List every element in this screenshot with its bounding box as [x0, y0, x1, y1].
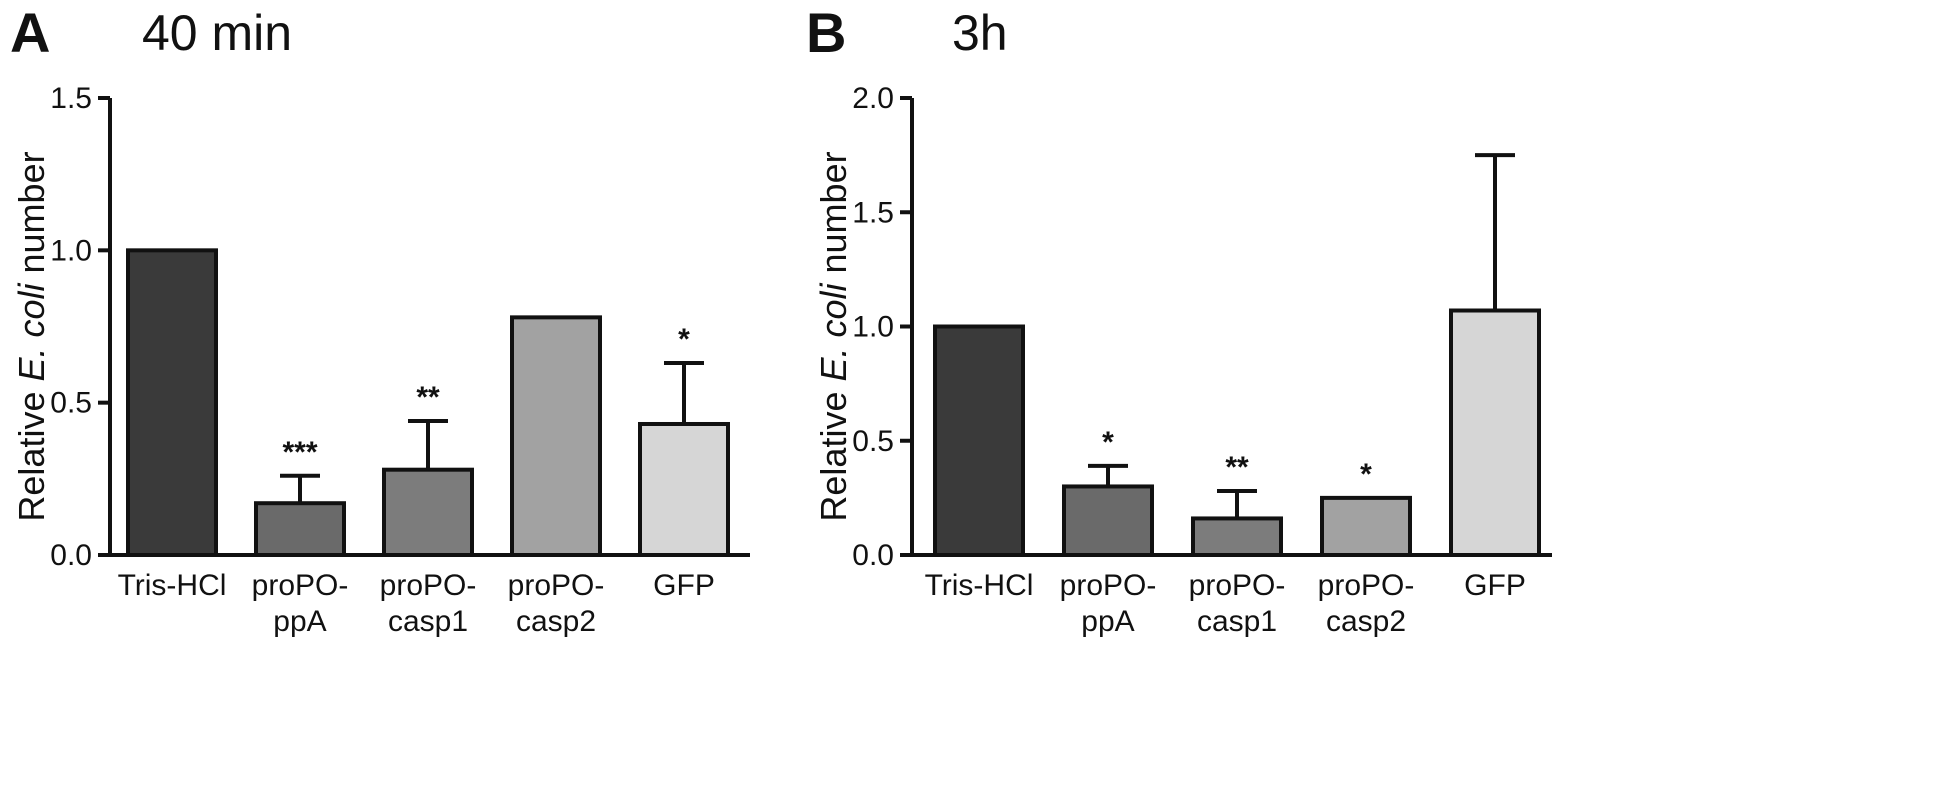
y-tick-label: 0.0 [50, 539, 92, 572]
significance-label: ** [416, 381, 440, 414]
x-category-label-line: casp2 [516, 605, 596, 638]
x-category-label: proPO-casp2 [508, 569, 605, 638]
x-category-label: proPO-ppA [1060, 569, 1157, 638]
x-category-label: GFP [1464, 569, 1526, 602]
y-axis-label-part: number [813, 151, 854, 283]
y-axis-label: Relative E. coli number [813, 151, 854, 521]
x-category-label-line: proPO- [252, 569, 349, 602]
x-category-label-line: GFP [653, 569, 715, 602]
bar [1062, 484, 1154, 558]
bar [638, 421, 730, 558]
panel-title: 3h [952, 5, 1008, 61]
y-tick-label: 0.0 [852, 539, 894, 572]
panel-a: A 40 min 0.0 0.5 1.0 1.5 Relative E. coli numb… [10, 1, 750, 638]
y-tick-label: 0.5 [50, 387, 92, 420]
x-category-label-line: casp1 [388, 605, 468, 638]
y-tick-label: 0.5 [852, 425, 894, 458]
y-axis-label-part: E. coli [11, 282, 52, 381]
x-category-label: proPO-ppA [252, 569, 349, 638]
bar [1449, 308, 1541, 557]
x-category-label: Tris-HCl [925, 569, 1034, 602]
y-axis-label-part: number [11, 151, 52, 283]
y-axis-label-part: E. coli [813, 282, 854, 381]
panel-b: B 3h 0.0 0.5 1.0 1.5 2.0 Relative E. coli numbe… [806, 1, 1552, 638]
x-category-label-line: proPO- [1318, 569, 1415, 602]
bar [126, 248, 218, 557]
x-category-label-line: GFP [1464, 569, 1526, 602]
panel-title: 40 min [142, 5, 292, 61]
bar [382, 467, 474, 557]
significance-label: * [678, 323, 690, 356]
bar [933, 324, 1025, 557]
x-category-label-line: proPO- [380, 569, 477, 602]
x-category-label-line: proPO- [508, 569, 605, 602]
x-category-label: proPO-casp1 [380, 569, 477, 638]
panel-letter: A [10, 1, 50, 64]
significance-label: * [1360, 458, 1372, 491]
x-category-label-line: Tris-HCl [118, 569, 227, 602]
x-category-label-line: casp2 [1326, 605, 1406, 638]
bar [254, 501, 346, 557]
panel-letter: B [806, 1, 846, 64]
significance-label: *** [282, 436, 317, 469]
y-tick-label: 1.5 [852, 196, 894, 229]
x-category-label: GFP [653, 569, 715, 602]
bar [1191, 516, 1283, 558]
y-tick-label: 1.0 [50, 234, 92, 267]
x-category-label-line: ppA [1081, 605, 1134, 638]
bar [510, 315, 602, 557]
y-axis-label: Relative E. coli number [11, 151, 52, 521]
y-tick-label: 1.0 [852, 311, 894, 344]
x-category-label: Tris-HCl [118, 569, 227, 602]
x-category-label-line: proPO- [1189, 569, 1286, 602]
x-category-label: proPO-casp2 [1318, 569, 1415, 638]
y-axis-label-part: Relative [11, 382, 52, 522]
bar [1320, 495, 1412, 557]
y-tick-label: 1.5 [50, 82, 92, 115]
x-category-label-line: casp1 [1197, 605, 1277, 638]
significance-label: * [1102, 426, 1114, 459]
y-tick-label: 2.0 [852, 82, 894, 115]
significance-label: ** [1225, 451, 1249, 484]
x-category-label-line: proPO- [1060, 569, 1157, 602]
y-axis-label-part: Relative [813, 382, 854, 522]
x-category-label: proPO-casp1 [1189, 569, 1286, 638]
x-category-label-line: Tris-HCl [925, 569, 1034, 602]
x-category-label-line: ppA [273, 605, 326, 638]
